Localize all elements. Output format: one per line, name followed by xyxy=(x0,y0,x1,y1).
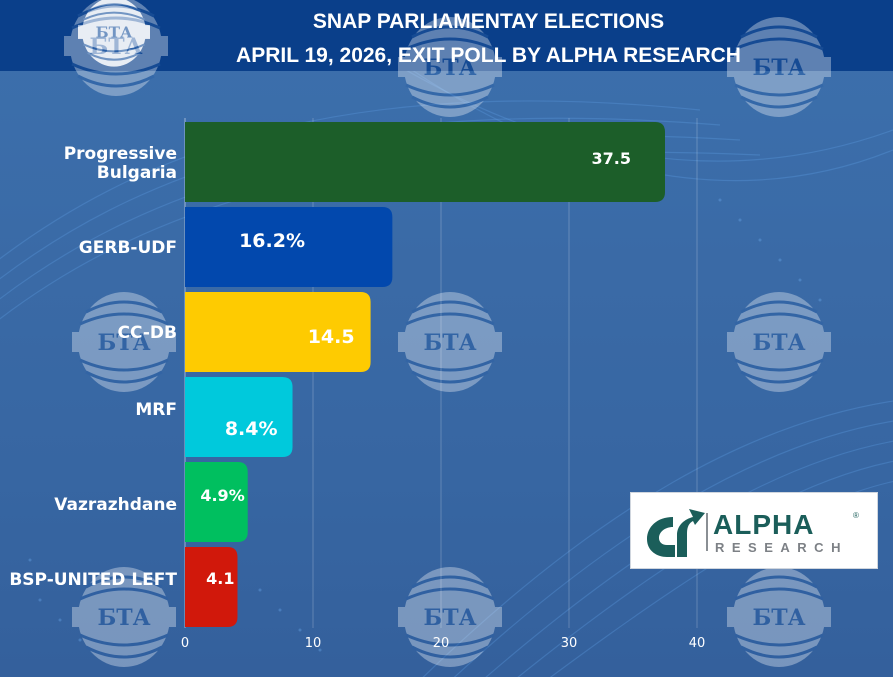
x-tick-label: 10 xyxy=(305,636,322,651)
bar xyxy=(185,292,371,372)
data-label: 14.5 xyxy=(308,326,355,348)
logo-name: ALPHA xyxy=(713,509,815,540)
data-label: 4.1 xyxy=(206,569,234,588)
x-tick-label: 20 xyxy=(433,636,450,651)
data-label: 37.5 xyxy=(592,149,631,168)
chart-title-line2: APRIL 19, 2026, EXIT POLL BY ALPHA RESEA… xyxy=(236,44,741,67)
logo-subtitle: RESEARCH xyxy=(715,540,848,555)
bar xyxy=(185,207,393,287)
category-label: GERB-UDF xyxy=(79,238,177,258)
category-label: BSP-UNITED LEFT xyxy=(9,570,177,590)
alpha-research-logo: ALPHA ® RESEARCH xyxy=(630,492,878,569)
alpha-research-logo-icon xyxy=(647,509,705,557)
category-label: MRF xyxy=(135,400,177,420)
data-label: 8.4% xyxy=(225,418,278,440)
data-label: 16.2% xyxy=(239,230,305,252)
bar xyxy=(185,547,238,627)
x-tick-label: 40 xyxy=(689,636,706,651)
bar xyxy=(185,462,248,542)
bar xyxy=(185,377,293,457)
category-label: CC-DB xyxy=(118,323,177,343)
x-tick-label: 30 xyxy=(561,636,578,651)
x-tick-label: 0 xyxy=(181,636,189,651)
logo-separator xyxy=(706,513,708,551)
chart-title-line1: SNAP PARLIAMENTAY ELECTIONS xyxy=(312,10,665,33)
logo-registered-mark: ® xyxy=(853,511,859,520)
data-label: 4.9% xyxy=(200,486,244,505)
category-label: Vazrazhdane xyxy=(54,495,177,515)
category-label: Progressive Bulgaria xyxy=(64,144,177,183)
bar xyxy=(185,122,665,202)
